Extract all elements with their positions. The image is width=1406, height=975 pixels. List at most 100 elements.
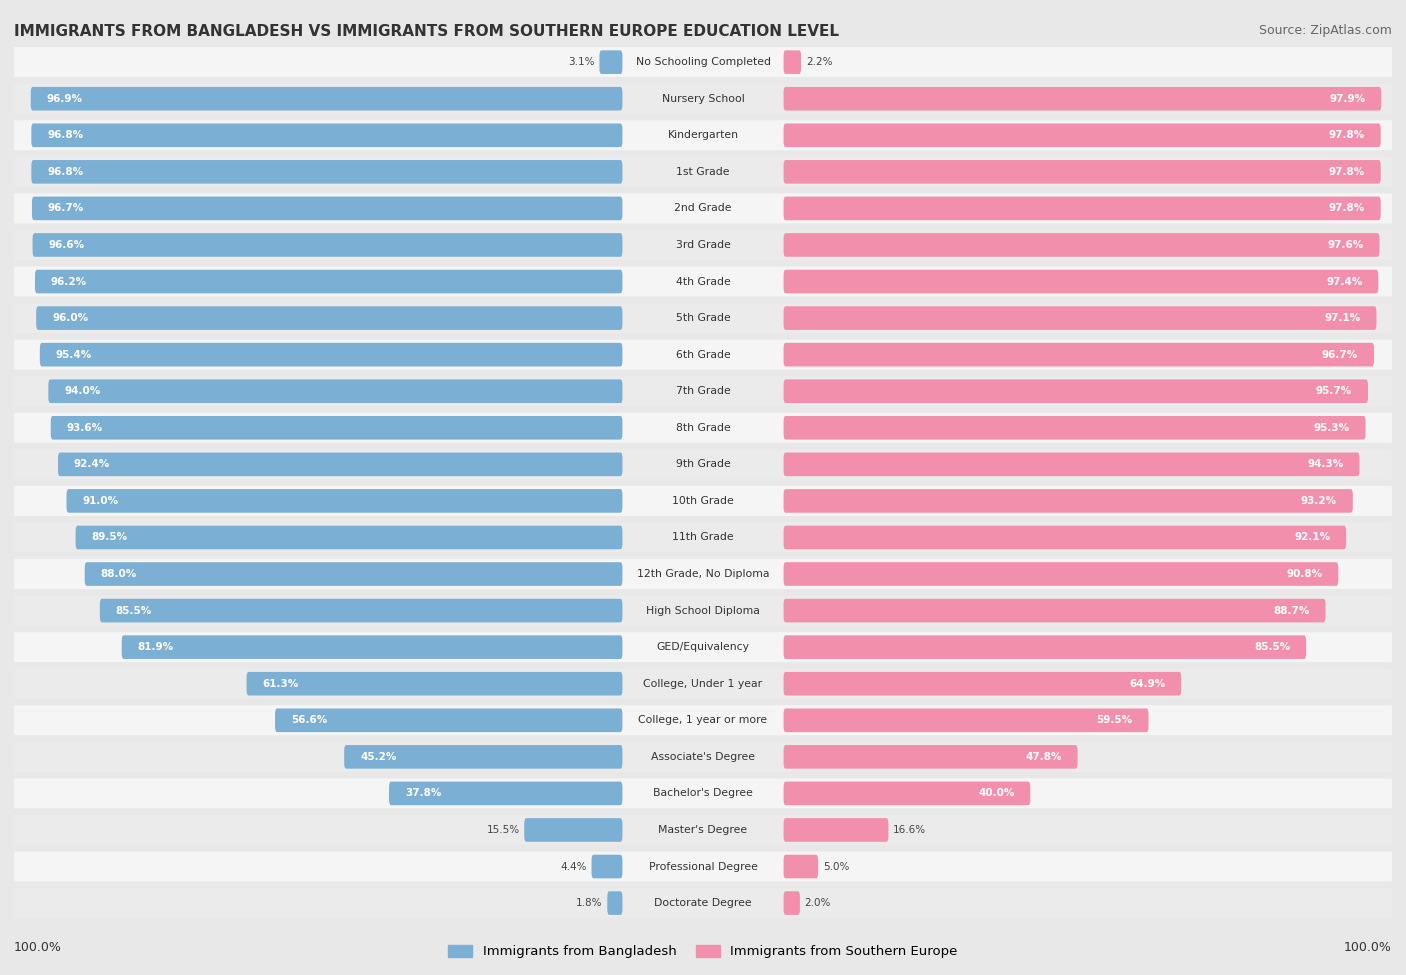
Text: 96.8%: 96.8%: [48, 131, 83, 140]
Text: 4th Grade: 4th Grade: [676, 277, 730, 287]
FancyBboxPatch shape: [14, 230, 1392, 260]
FancyBboxPatch shape: [39, 343, 623, 367]
FancyBboxPatch shape: [31, 87, 623, 110]
Text: 94.3%: 94.3%: [1308, 459, 1344, 469]
Text: 97.6%: 97.6%: [1327, 240, 1364, 250]
Text: 3.1%: 3.1%: [568, 58, 595, 67]
FancyBboxPatch shape: [14, 705, 1392, 735]
FancyBboxPatch shape: [389, 782, 623, 805]
FancyBboxPatch shape: [276, 709, 623, 732]
FancyBboxPatch shape: [783, 124, 1381, 147]
FancyBboxPatch shape: [783, 87, 1381, 110]
Text: 96.7%: 96.7%: [48, 204, 84, 214]
Text: Bachelor's Degree: Bachelor's Degree: [652, 789, 754, 799]
Text: 100.0%: 100.0%: [1344, 941, 1392, 954]
Text: 89.5%: 89.5%: [91, 532, 128, 542]
FancyBboxPatch shape: [783, 526, 1346, 549]
Text: 92.1%: 92.1%: [1294, 532, 1330, 542]
FancyBboxPatch shape: [14, 339, 1392, 370]
FancyBboxPatch shape: [783, 818, 889, 841]
Text: 11th Grade: 11th Grade: [672, 532, 734, 542]
Text: 8th Grade: 8th Grade: [676, 423, 730, 433]
FancyBboxPatch shape: [783, 306, 1376, 330]
Text: 97.8%: 97.8%: [1329, 167, 1365, 176]
Text: High School Diploma: High School Diploma: [647, 605, 759, 615]
Text: 97.8%: 97.8%: [1329, 204, 1365, 214]
Text: Doctorate Degree: Doctorate Degree: [654, 898, 752, 908]
Text: 2nd Grade: 2nd Grade: [675, 204, 731, 214]
Text: 96.7%: 96.7%: [1322, 350, 1358, 360]
FancyBboxPatch shape: [246, 672, 623, 695]
Text: 93.2%: 93.2%: [1301, 496, 1337, 506]
FancyBboxPatch shape: [783, 416, 1365, 440]
Text: Professional Degree: Professional Degree: [648, 862, 758, 872]
FancyBboxPatch shape: [783, 855, 818, 878]
Text: Nursery School: Nursery School: [662, 94, 744, 103]
FancyBboxPatch shape: [14, 120, 1392, 150]
Text: 56.6%: 56.6%: [291, 716, 328, 725]
FancyBboxPatch shape: [783, 672, 1181, 695]
FancyBboxPatch shape: [31, 124, 623, 147]
FancyBboxPatch shape: [14, 669, 1392, 699]
Text: 85.5%: 85.5%: [115, 605, 152, 615]
Text: 96.8%: 96.8%: [48, 167, 83, 176]
Text: 96.6%: 96.6%: [48, 240, 84, 250]
Text: College, Under 1 year: College, Under 1 year: [644, 679, 762, 688]
FancyBboxPatch shape: [783, 709, 1149, 732]
Text: 1st Grade: 1st Grade: [676, 167, 730, 176]
FancyBboxPatch shape: [14, 412, 1392, 443]
Text: 90.8%: 90.8%: [1286, 569, 1323, 579]
FancyBboxPatch shape: [14, 157, 1392, 187]
FancyBboxPatch shape: [783, 636, 1306, 659]
FancyBboxPatch shape: [122, 636, 623, 659]
Text: 94.0%: 94.0%: [65, 386, 100, 396]
FancyBboxPatch shape: [14, 303, 1392, 333]
Text: 81.9%: 81.9%: [138, 643, 174, 652]
FancyBboxPatch shape: [783, 379, 1368, 403]
Text: 45.2%: 45.2%: [360, 752, 396, 761]
Text: Source: ZipAtlas.com: Source: ZipAtlas.com: [1258, 24, 1392, 37]
FancyBboxPatch shape: [14, 523, 1392, 553]
Text: 97.4%: 97.4%: [1326, 277, 1362, 287]
FancyBboxPatch shape: [14, 47, 1392, 77]
Text: Associate's Degree: Associate's Degree: [651, 752, 755, 761]
Text: 97.8%: 97.8%: [1329, 131, 1365, 140]
FancyBboxPatch shape: [783, 51, 801, 74]
Text: 2.2%: 2.2%: [806, 58, 832, 67]
Text: 93.6%: 93.6%: [66, 423, 103, 433]
Text: 95.4%: 95.4%: [56, 350, 91, 360]
FancyBboxPatch shape: [783, 197, 1381, 220]
Text: GED/Equivalency: GED/Equivalency: [657, 643, 749, 652]
FancyBboxPatch shape: [32, 233, 623, 256]
Text: 96.0%: 96.0%: [52, 313, 89, 323]
Text: 5.0%: 5.0%: [823, 862, 849, 872]
FancyBboxPatch shape: [14, 596, 1392, 626]
FancyBboxPatch shape: [51, 416, 623, 440]
FancyBboxPatch shape: [76, 526, 623, 549]
Text: 91.0%: 91.0%: [83, 496, 118, 506]
Text: 96.2%: 96.2%: [51, 277, 87, 287]
Text: 4.4%: 4.4%: [560, 862, 586, 872]
FancyBboxPatch shape: [14, 851, 1392, 881]
Text: 37.8%: 37.8%: [405, 789, 441, 799]
Text: No Schooling Completed: No Schooling Completed: [636, 58, 770, 67]
Text: 59.5%: 59.5%: [1097, 716, 1133, 725]
Text: 40.0%: 40.0%: [979, 789, 1014, 799]
FancyBboxPatch shape: [14, 266, 1392, 296]
Text: 3rd Grade: 3rd Grade: [675, 240, 731, 250]
Text: 16.6%: 16.6%: [893, 825, 927, 835]
FancyBboxPatch shape: [783, 452, 1360, 476]
FancyBboxPatch shape: [344, 745, 623, 768]
Text: 10th Grade: 10th Grade: [672, 496, 734, 506]
FancyBboxPatch shape: [100, 599, 623, 622]
FancyBboxPatch shape: [592, 855, 623, 878]
Text: IMMIGRANTS FROM BANGLADESH VS IMMIGRANTS FROM SOUTHERN EUROPE EDUCATION LEVEL: IMMIGRANTS FROM BANGLADESH VS IMMIGRANTS…: [14, 24, 839, 39]
FancyBboxPatch shape: [783, 891, 800, 915]
FancyBboxPatch shape: [14, 486, 1392, 516]
Text: 47.8%: 47.8%: [1025, 752, 1062, 761]
Text: 9th Grade: 9th Grade: [676, 459, 730, 469]
FancyBboxPatch shape: [37, 306, 623, 330]
Text: 85.5%: 85.5%: [1254, 643, 1291, 652]
Text: 95.7%: 95.7%: [1316, 386, 1353, 396]
Text: 96.9%: 96.9%: [46, 94, 83, 103]
